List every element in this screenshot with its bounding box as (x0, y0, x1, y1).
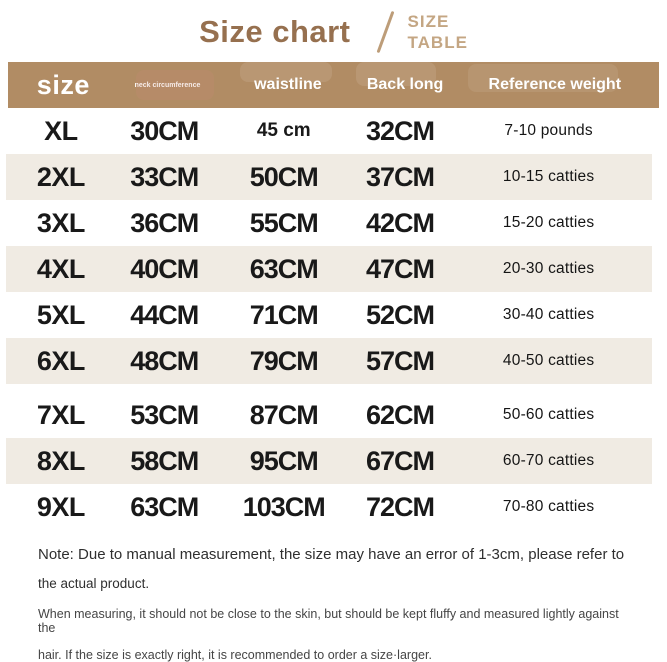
cell-waist: 71CM (249, 299, 319, 330)
cell-waist: 45 cm (256, 120, 311, 141)
note-secondary-line-2: hair. If the size is exactly right, it i… (38, 648, 432, 662)
cell-size: 2XL (36, 161, 86, 192)
cell-size: 7XL (36, 399, 86, 430)
cell-neck: 33CM (130, 161, 199, 192)
cell-neck: 40CM (130, 253, 199, 284)
column-header-neck-circumference: neck circumference (134, 81, 201, 89)
cell-neck: 53CM (130, 399, 199, 430)
cell-back: 72CM (366, 491, 435, 522)
note-secondary-line-1: When measuring, it should not be close t… (38, 607, 619, 635)
cell-waist: 79CM (249, 345, 319, 376)
cell-weight: 50-60 catties (502, 406, 595, 423)
cell-size: 9XL (36, 491, 86, 522)
cell-waist: 63CM (249, 253, 319, 284)
cell-neck: 58CM (130, 445, 199, 476)
table-body: XL 30CM 45 cm 32CM 7-10 pounds 2XL 33CM 50CM 37C… (0, 108, 667, 530)
cell-size: XL (44, 115, 78, 146)
cell-weight: 60-70 catties (502, 452, 595, 469)
cell-waist: 95CM (249, 445, 319, 476)
table-row: 7XL 53CM 87CM 62CM 50-60 catties (6, 392, 652, 438)
cell-back: 37CM (366, 161, 435, 192)
cell-neck: 48CM (130, 345, 199, 376)
cell-weight: 7-10 pounds (504, 122, 593, 139)
cell-back: 62CM (366, 399, 435, 430)
table-row: 5XL 44CM 71CM 52CM 30-40 catties (6, 292, 652, 338)
cell-back: 67CM (366, 445, 435, 476)
table-row: XL 30CM 45 cm 32CM 7-10 pounds (6, 108, 652, 154)
table-row: 4XL 40CM 63CM 47CM 20-30 catties (6, 246, 652, 292)
page-subtitle: SIZE TABLE (408, 11, 468, 53)
cell-back: 52CM (366, 299, 435, 330)
subtitle-line-1: SIZE (407, 12, 450, 31)
cell-weight: 15-20 catties (502, 214, 595, 231)
table-row: 8XL 58CM 95CM 67CM 60-70 catties (6, 438, 652, 484)
table-row: 2XL 33CM 50CM 37CM 10-15 catties (6, 154, 652, 200)
column-header-size: size (36, 69, 90, 100)
cell-back: 32CM (366, 115, 435, 146)
note-primary-line-2: the actual product. (38, 576, 150, 591)
cell-weight: 70-80 catties (502, 498, 595, 515)
cell-weight: 30-40 catties (502, 306, 595, 323)
subtitle-line-2: TABLE (407, 33, 468, 52)
row-gap (0, 384, 667, 392)
note-primary-line-1: Note: Due to manual measurement, the siz… (38, 546, 625, 563)
cell-size: 8XL (36, 445, 86, 476)
cell-back: 47CM (366, 253, 435, 284)
size-table: size neck circumference waistline Back l… (0, 62, 667, 530)
cell-back: 42CM (366, 207, 435, 238)
cell-waist: 55CM (249, 207, 319, 238)
cell-neck: 44CM (130, 299, 199, 330)
cell-weight: 20-30 catties (502, 260, 595, 277)
table-header-row: size neck circumference waistline Back l… (8, 62, 659, 108)
cell-size: 4XL (36, 253, 86, 284)
cell-weight: 10-15 catties (502, 168, 595, 185)
column-header-waistline: waistline (254, 76, 322, 93)
cell-size: 5XL (36, 299, 86, 330)
cell-neck: 63CM (130, 491, 199, 522)
cell-neck: 36CM (130, 207, 199, 238)
cell-waist: 50CM (249, 161, 319, 192)
cell-waist: 87CM (249, 399, 319, 430)
notes-section: Note: Due to manual measurement, the siz… (38, 546, 627, 662)
table-row: 6XL 48CM 79CM 57CM 40-50 catties (6, 338, 652, 384)
cell-neck: 30CM (130, 115, 199, 146)
cell-back: 57CM (366, 345, 435, 376)
column-header-back-long: Back long (366, 76, 444, 93)
cell-waist: 103CM (242, 491, 326, 522)
table-row: 3XL 36CM 55CM 42CM 15-20 catties (6, 200, 652, 246)
cell-weight: 40-50 catties (502, 352, 595, 369)
page-header: Size chart SIZE TABLE (0, 0, 667, 62)
cell-size: 3XL (36, 207, 86, 238)
cell-size: 6XL (36, 345, 86, 376)
slash-divider-icon (376, 10, 394, 54)
page-title: Size chart (199, 14, 351, 49)
table-row: 9XL 63CM 103CM 72CM 70-80 catties (6, 484, 652, 530)
column-header-reference-weight: Reference weight (488, 76, 622, 93)
